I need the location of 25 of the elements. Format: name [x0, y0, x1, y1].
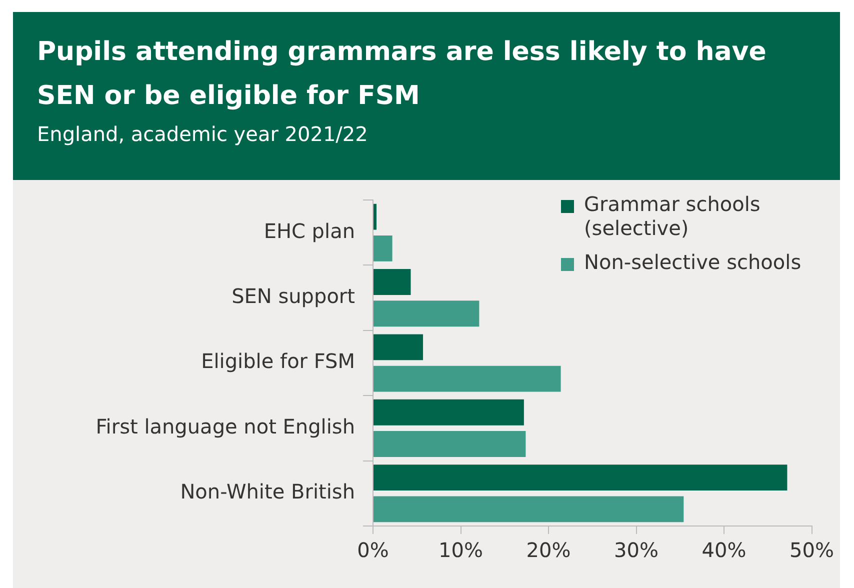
- x-tick-label: 10%: [438, 538, 483, 562]
- bar: [374, 235, 392, 262]
- bar: [374, 300, 480, 327]
- legend-label: Non-selective schools: [584, 250, 802, 274]
- x-tick-label: 50%: [790, 538, 834, 562]
- bar: [374, 366, 561, 392]
- text: England, academic year 2021/22: [37, 122, 369, 146]
- y-tick-label: EHC plan: [264, 218, 355, 243]
- x-tick-label: 20%: [526, 538, 571, 562]
- bar: [374, 399, 524, 426]
- x-tick-label: 0%: [357, 538, 389, 562]
- y-tick-label: Non-White British: [180, 480, 355, 504]
- y-tick-label: First language not English: [96, 414, 355, 438]
- bar: [374, 334, 424, 360]
- bar: [374, 204, 377, 230]
- y-tick-label: SEN support: [232, 284, 356, 308]
- bar: [374, 496, 684, 522]
- chart-title: Pupils attending grammars are less likely to have SEN or be eligible for FSM: [37, 36, 768, 113]
- legend-label: Grammar schools (selective): [584, 192, 762, 240]
- y-tick-label: Eligible for FSM: [201, 349, 355, 374]
- bar: [374, 464, 788, 491]
- bar: [374, 431, 526, 457]
- x-tick-label: 30%: [614, 538, 658, 562]
- bar: [374, 269, 411, 295]
- x-tick-label: 40%: [702, 538, 746, 562]
